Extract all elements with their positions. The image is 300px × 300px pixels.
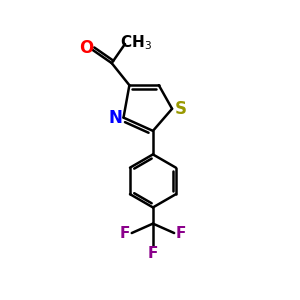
Text: S: S <box>174 100 186 118</box>
Text: F: F <box>120 226 130 241</box>
Text: F: F <box>148 246 158 261</box>
Text: CH$_3$: CH$_3$ <box>120 33 152 52</box>
Text: N: N <box>108 109 122 127</box>
Text: O: O <box>79 39 93 57</box>
Text: F: F <box>176 226 186 241</box>
